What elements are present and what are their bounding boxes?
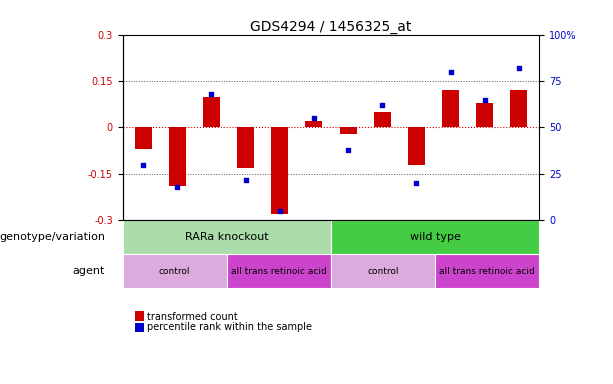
Bar [435,254,539,288]
Bar [305,121,322,127]
Point [411,180,421,186]
Text: control: control [367,266,399,276]
Text: RARa knockout: RARa knockout [185,232,268,242]
Bar [408,127,425,165]
Point [480,96,490,103]
Bar [135,127,151,149]
Bar [203,96,220,127]
Bar [227,254,331,288]
Text: genotype/variation: genotype/variation [0,232,105,242]
Point [138,162,148,168]
Point [207,91,216,97]
Text: all trans retinoic acid: all trans retinoic acid [231,266,327,276]
Bar [169,127,186,186]
Point [343,147,353,153]
Text: all trans retinoic acid: all trans retinoic acid [440,266,535,276]
Bar [123,254,227,288]
Point [241,177,251,183]
Bar [442,90,459,127]
Point [309,115,319,121]
Bar [271,127,288,214]
Bar [331,220,539,254]
Bar [237,127,254,168]
Text: control: control [159,266,191,276]
Point [446,69,455,75]
Bar [331,254,435,288]
Point [378,102,387,108]
Bar [374,112,391,127]
Bar [340,127,357,134]
Text: wild type: wild type [410,232,460,242]
Bar [123,220,331,254]
Point [275,208,284,214]
Text: transformed count: transformed count [147,312,238,322]
Point [172,184,182,190]
Bar [511,90,527,127]
Title: GDS4294 / 1456325_at: GDS4294 / 1456325_at [250,20,412,33]
Text: percentile rank within the sample: percentile rank within the sample [147,322,312,332]
Point [514,65,524,71]
Bar [476,103,493,127]
Text: agent: agent [73,266,105,276]
